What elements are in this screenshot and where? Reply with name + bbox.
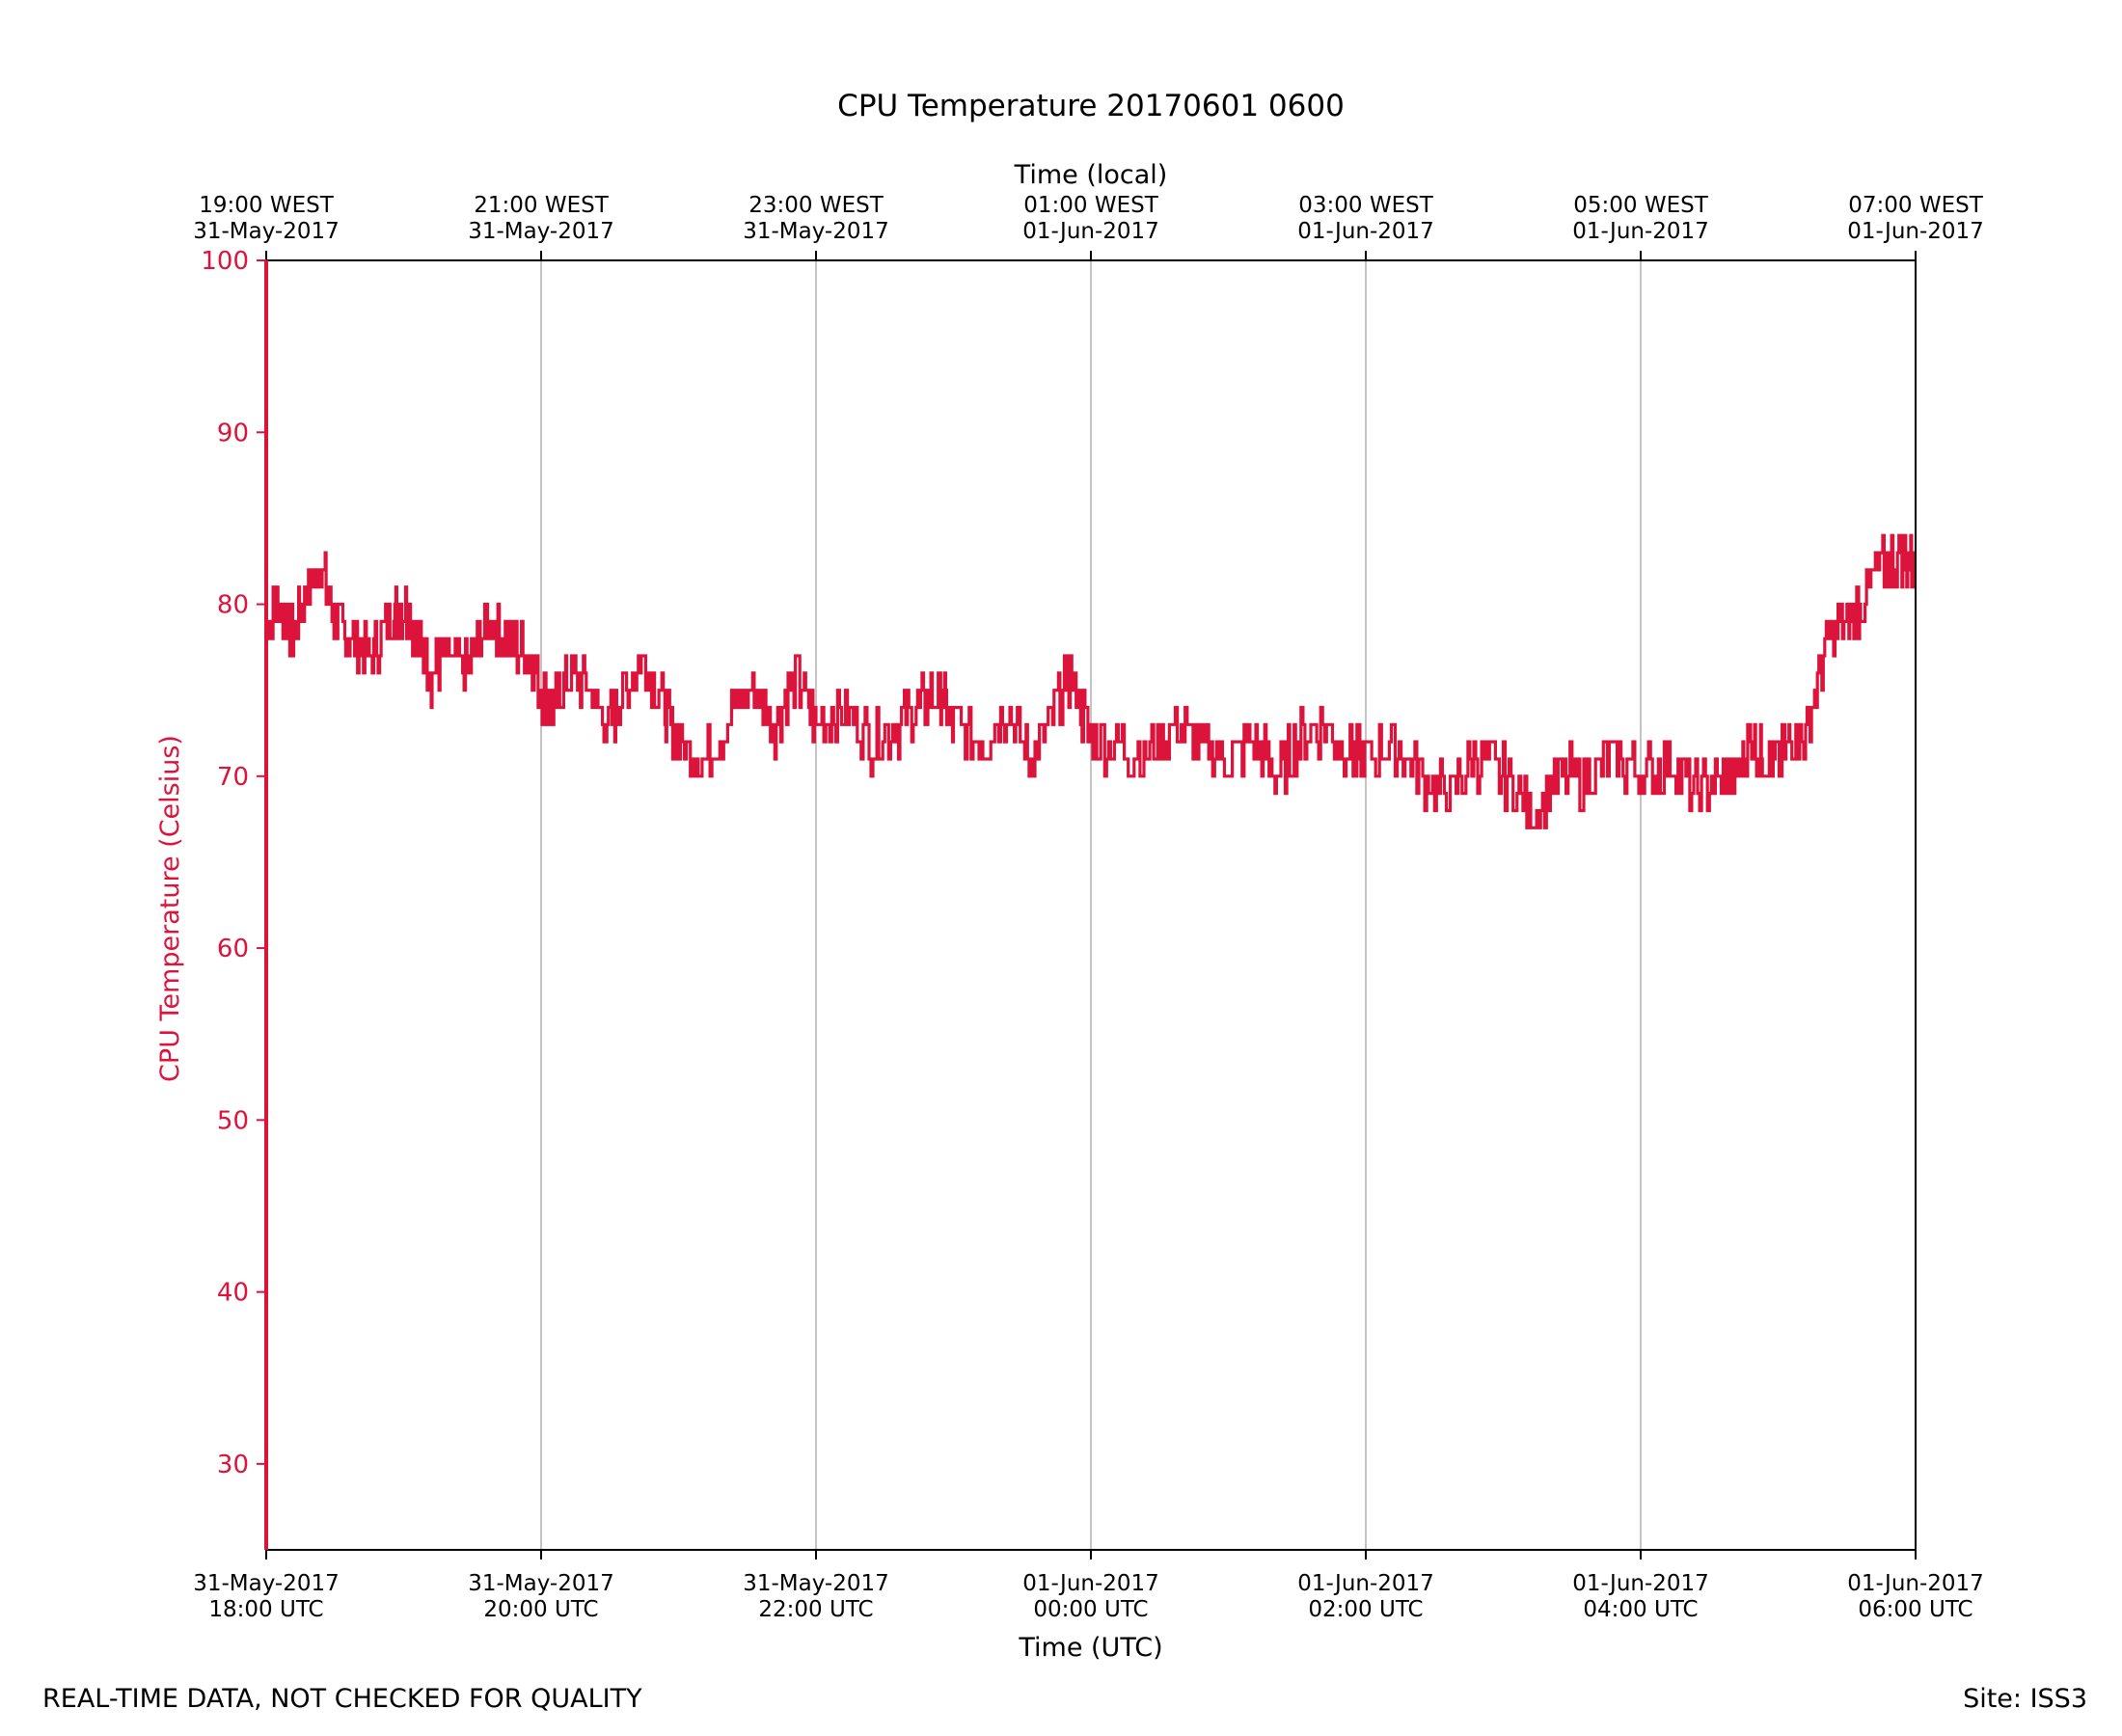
- x2-tick-label-date: 01-Jun-2017: [1847, 219, 1984, 244]
- y-tick-label: 50: [217, 1106, 249, 1135]
- chart-title: CPU Temperature 20170601 0600: [837, 89, 1345, 123]
- x2-tick-label-time: 07:00 WEST: [1848, 193, 1983, 218]
- x2-tick-label-time: 05:00 WEST: [1573, 193, 1708, 218]
- x-tick-label-time: 00:00 UTC: [1033, 1597, 1148, 1622]
- x-tick-label-date: 01-Jun-2017: [1297, 1571, 1434, 1596]
- y-axis-label: CPU Temperature (Celsius): [155, 735, 185, 1082]
- x-tick-label-date: 31-May-2017: [193, 1571, 340, 1596]
- grid-lines: [540, 260, 1642, 1550]
- temperature-series-line: [266, 533, 1917, 829]
- x2-tick-label-date: 01-Jun-2017: [1022, 219, 1159, 244]
- y-tick-label: 60: [217, 935, 249, 963]
- x-tick-label-time: 02:00 UTC: [1308, 1597, 1423, 1622]
- x-tick-label-time: 18:00 UTC: [208, 1597, 323, 1622]
- y-tick-label: 90: [217, 419, 249, 448]
- x-tick-label-date: 31-May-2017: [743, 1571, 889, 1596]
- quality-disclaimer: REAL-TIME DATA, NOT CHECKED FOR QUALITY: [42, 1684, 642, 1714]
- x-tick-label-date: 01-Jun-2017: [1572, 1571, 1709, 1596]
- x2-tick-label-time: 01:00 WEST: [1023, 193, 1158, 218]
- x2-tick-label-time: 21:00 WEST: [474, 193, 609, 218]
- site-label: Site: ISS3: [1963, 1684, 2087, 1714]
- y-tick-layer: 30 40 50 60 70 80 90 100: [201, 247, 266, 1479]
- x2-tick-label-time: 19:00 WEST: [199, 193, 334, 218]
- x2-axis-label: Time (local): [1014, 160, 1168, 190]
- y-tick-label: 40: [217, 1279, 249, 1308]
- y-tick-label: 100: [201, 247, 249, 276]
- x2-tick-label-date: 31-May-2017: [743, 219, 889, 244]
- x2-tick-label-time: 03:00 WEST: [1298, 193, 1433, 218]
- y-tick-label: 70: [217, 763, 249, 792]
- x2-tick-label-date: 01-Jun-2017: [1572, 219, 1709, 244]
- x2-tick-label-date: 01-Jun-2017: [1297, 219, 1434, 244]
- series-layer: [266, 533, 1917, 829]
- y-tick-label: 30: [217, 1451, 249, 1479]
- x2-tick-label-time: 23:00 WEST: [748, 193, 884, 218]
- y-tick-label: 80: [217, 591, 249, 620]
- x2-tick-label-date: 31-May-2017: [193, 219, 340, 244]
- x-tick-label-date: 31-May-2017: [468, 1571, 614, 1596]
- x-tick-label-time: 22:00 UTC: [758, 1597, 873, 1622]
- x-tick-label-time: 04:00 UTC: [1583, 1597, 1698, 1622]
- x-tick-label-date: 01-Jun-2017: [1847, 1571, 1984, 1596]
- x-axis-label: Time (UTC): [1018, 1633, 1162, 1663]
- x-tick-label-time: 06:00 UTC: [1858, 1597, 1972, 1622]
- x2-tick-label-date: 31-May-2017: [468, 219, 614, 244]
- x-tick-label-time: 20:00 UTC: [483, 1597, 598, 1622]
- x-tick-label-date: 01-Jun-2017: [1022, 1571, 1159, 1596]
